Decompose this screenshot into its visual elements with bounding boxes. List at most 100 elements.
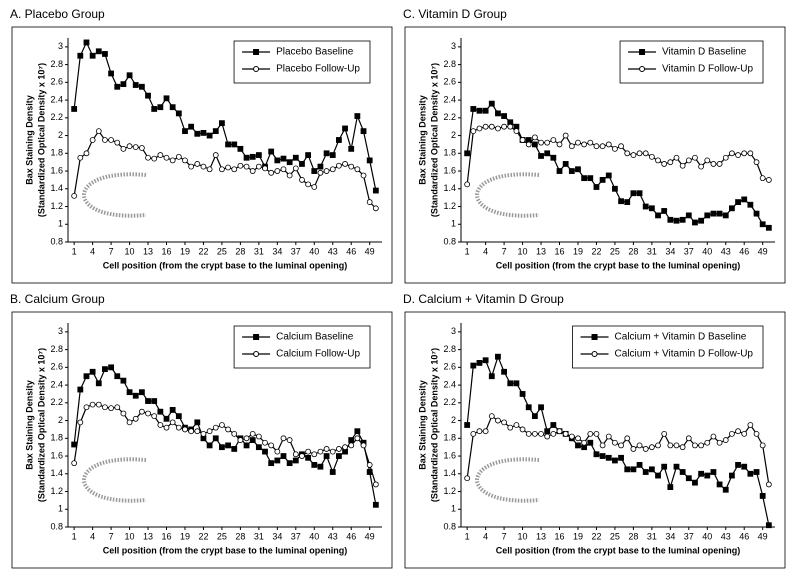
marker xyxy=(95,401,102,408)
x-tick-label: 28 xyxy=(628,246,638,256)
marker xyxy=(212,424,219,431)
marker xyxy=(305,454,312,461)
y-axis-label: Bax Staining Density xyxy=(417,95,427,185)
y-tick-label: 2 xyxy=(451,130,456,140)
y-tick-label: 1.6 xyxy=(443,165,456,175)
x-tick-label: 19 xyxy=(573,531,583,541)
marker xyxy=(753,430,760,437)
marker xyxy=(348,163,355,170)
marker xyxy=(95,380,102,387)
marker xyxy=(464,475,471,482)
marker xyxy=(255,163,262,170)
marker xyxy=(77,154,84,161)
marker xyxy=(157,422,164,428)
marker xyxy=(83,404,90,411)
marker xyxy=(593,143,600,150)
marker xyxy=(225,426,231,433)
marker xyxy=(249,153,256,160)
x-tick-label: 49 xyxy=(365,531,375,541)
marker xyxy=(636,190,643,197)
y-tick-label: 3 xyxy=(451,41,456,51)
marker xyxy=(255,152,262,158)
marker xyxy=(157,152,164,158)
marker xyxy=(710,433,717,440)
marker xyxy=(243,163,250,170)
marker xyxy=(71,106,78,112)
x-tick-label: 43 xyxy=(328,531,338,541)
marker xyxy=(587,139,594,146)
marker xyxy=(673,217,680,224)
marker xyxy=(206,428,213,435)
marker xyxy=(126,419,133,426)
marker xyxy=(188,123,195,130)
marker xyxy=(747,422,754,428)
y-tick-label: 2.2 xyxy=(443,397,456,407)
marker xyxy=(587,175,594,182)
y-tick-label: 2.2 xyxy=(50,397,63,407)
marker xyxy=(145,92,151,99)
marker xyxy=(605,172,612,179)
marker xyxy=(354,428,361,435)
marker xyxy=(482,123,489,130)
marker xyxy=(735,462,741,468)
marker xyxy=(525,430,532,437)
x-tick-label: 1 xyxy=(72,531,77,541)
x-tick-label: 7 xyxy=(109,246,114,256)
marker xyxy=(317,448,324,455)
marker xyxy=(200,130,207,136)
marker xyxy=(741,150,748,157)
marker xyxy=(354,113,361,119)
x-axis-label: Cell position (from the crypt base to th… xyxy=(496,545,741,555)
y-tick-label: 1.8 xyxy=(50,148,63,158)
marker xyxy=(292,154,299,161)
y-tick-label: 2.6 xyxy=(50,77,63,87)
marker xyxy=(753,159,760,166)
legend-label: Vitamin D Follow-Up xyxy=(662,64,753,75)
x-tick-label: 16 xyxy=(162,531,172,541)
x-tick-label: 1 xyxy=(465,531,470,541)
legend-box xyxy=(233,40,371,84)
marker xyxy=(673,442,680,449)
y-tick-label: 1.2 xyxy=(443,201,456,211)
marker xyxy=(525,141,532,148)
marker xyxy=(704,157,711,164)
x-tick-label: 28 xyxy=(628,531,638,541)
marker xyxy=(722,212,729,219)
marker xyxy=(348,442,355,449)
panel: D. Calcium + Vitamin D Group 0.8 1 1.2 1.4 1.… xyxy=(403,292,786,569)
legend-marker xyxy=(253,351,260,357)
marker xyxy=(262,439,268,446)
marker xyxy=(89,52,96,59)
y-axis-label: Bax Staining Density xyxy=(417,380,427,470)
marker xyxy=(716,161,723,167)
marker xyxy=(219,422,225,428)
marker xyxy=(642,446,649,452)
marker xyxy=(624,199,631,205)
x-tick-label: 25 xyxy=(610,531,620,541)
marker xyxy=(550,430,557,437)
x-tick-label: 49 xyxy=(365,246,375,256)
marker xyxy=(323,168,330,174)
x-tick-label: 16 xyxy=(555,246,565,256)
marker xyxy=(182,157,188,164)
marker xyxy=(735,199,741,205)
marker xyxy=(108,405,114,412)
marker xyxy=(188,163,195,170)
x-tick-label: 10 xyxy=(125,246,135,256)
marker xyxy=(538,153,544,159)
marker xyxy=(225,141,231,148)
marker xyxy=(280,435,287,442)
marker xyxy=(206,442,213,449)
marker xyxy=(366,199,373,205)
x-tick-label: 37 xyxy=(684,246,694,256)
x-tick-label: 7 xyxy=(502,531,507,541)
marker xyxy=(464,422,471,428)
marker xyxy=(612,457,618,464)
marker xyxy=(108,137,114,143)
y-tick-label: 2.6 xyxy=(443,77,456,87)
y-tick-label: 0.8 xyxy=(443,236,456,246)
panel-frame xyxy=(404,311,786,569)
y-tick-label: 2.8 xyxy=(443,344,456,354)
marker xyxy=(255,444,262,451)
marker xyxy=(305,152,312,158)
